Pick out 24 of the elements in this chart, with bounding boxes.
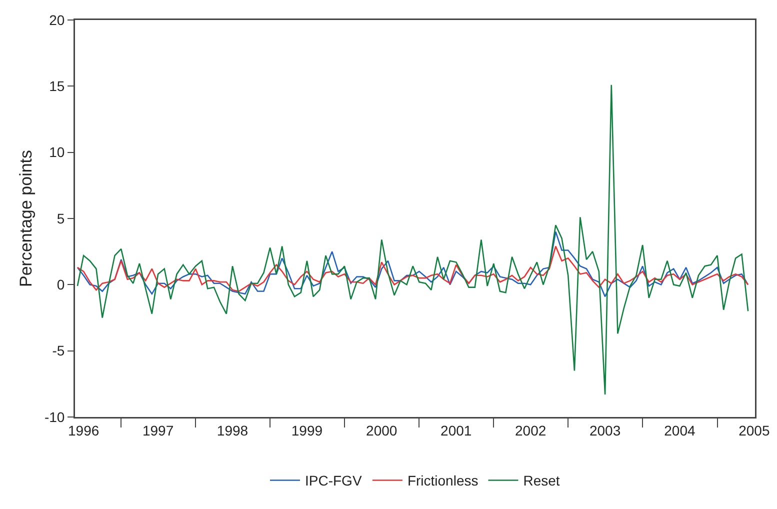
x-tick-label: 1997 — [142, 422, 174, 438]
legend-label: IPC-FGV — [305, 472, 362, 489]
x-tick-label: 2001 — [440, 422, 472, 438]
line-series — [76, 84, 749, 396]
y-tick-label: -10 — [44, 408, 65, 425]
y-tick-label: -5 — [52, 342, 65, 359]
x-tick-label: 2004 — [664, 422, 696, 438]
y-tick-label: 20 — [49, 12, 65, 28]
y-axis-title: Percentage points — [16, 150, 36, 288]
legend-label: Reset — [523, 472, 560, 489]
y-tick-label: 10 — [49, 144, 65, 160]
x-tick-label: 2005 — [738, 422, 770, 438]
x-tick-label: 2002 — [515, 422, 546, 438]
x-tick-label: 2000 — [366, 422, 398, 438]
y-tick-label: 0 — [56, 276, 65, 293]
line-series — [76, 231, 749, 298]
x-tick-label: 1996 — [68, 422, 100, 438]
y-tick-label: 15 — [49, 78, 65, 94]
y-tick-label: 5 — [56, 210, 65, 226]
x-tick-label: 1998 — [216, 422, 248, 438]
x-tick-label: 2003 — [589, 422, 621, 438]
line-series — [76, 246, 749, 292]
legend-label: Frictionless — [407, 472, 478, 489]
x-tick-label: 1999 — [291, 422, 323, 438]
